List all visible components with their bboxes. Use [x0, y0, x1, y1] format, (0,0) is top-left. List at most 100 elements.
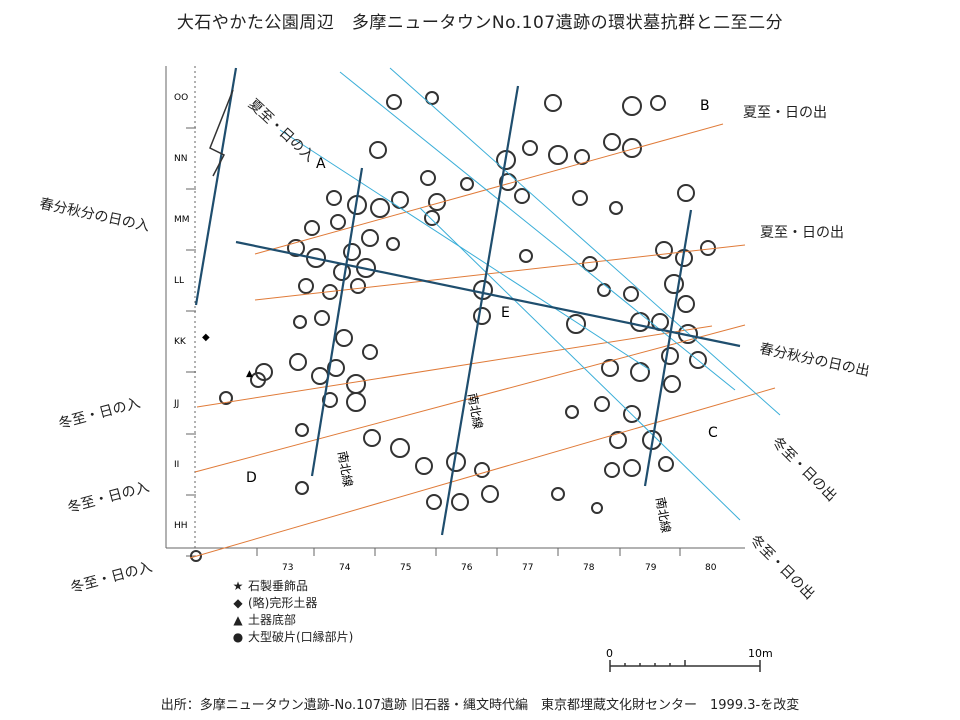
legend-item: ◆ (略)完形土器	[228, 595, 353, 612]
legend-item: ★ 石製垂飾品	[228, 578, 353, 595]
grave-pit	[386, 237, 400, 251]
legend-item: ▲ 土器底部	[228, 612, 353, 629]
area-label-c: C	[708, 425, 718, 441]
grave-pit-clusters	[190, 91, 716, 562]
grave-pit	[689, 351, 707, 369]
grave-pit	[522, 140, 538, 156]
grave-pit	[370, 198, 390, 218]
grave-pit	[424, 210, 440, 226]
grave-pit	[293, 315, 307, 329]
col-label: 79	[645, 563, 657, 573]
grave-pit	[655, 241, 673, 259]
grave-pit	[363, 429, 381, 447]
grave-pit	[664, 274, 684, 294]
grave-pit	[677, 295, 695, 313]
grave-pit	[426, 494, 442, 510]
grave-pit	[548, 145, 568, 165]
grave-pit	[591, 502, 603, 514]
grave-pit	[346, 374, 366, 394]
grave-pit	[609, 201, 623, 215]
grave-pit	[566, 314, 586, 334]
grave-pit	[630, 312, 650, 332]
grave-pit	[219, 391, 233, 405]
diamond-marker-icon: ◆	[202, 332, 210, 343]
page-title: 大石やかた公園周辺 多摩ニュータウンNo.107遺跡の環状墓抗群と二至二分	[176, 13, 784, 33]
grave-pit	[190, 550, 202, 562]
grave-pit	[663, 375, 681, 393]
grave-pit	[677, 184, 695, 202]
north-south-label-2: 南北線	[465, 392, 486, 430]
grave-pit	[250, 372, 266, 388]
grave-pit	[544, 94, 562, 112]
legend-label: 土器底部	[248, 613, 297, 627]
triangle-icon: ▲	[233, 613, 243, 627]
grid-frame	[165, 66, 745, 549]
row-ticks: OO NN MM LL KK JJ II HH	[173, 93, 196, 557]
grave-pit	[306, 248, 326, 268]
grave-pit	[295, 423, 309, 437]
grave-pit	[326, 190, 342, 206]
grave-pit	[565, 405, 579, 419]
grave-pit	[574, 149, 590, 165]
col-label: 78	[583, 563, 595, 573]
grave-pit	[289, 353, 307, 371]
grave-pit	[551, 487, 565, 501]
grave-pit	[623, 286, 639, 302]
grave-pit	[425, 91, 439, 105]
grave-pit	[603, 133, 621, 151]
col-label: 76	[461, 563, 473, 573]
winter-sunrise-lines	[279, 67, 781, 521]
row-label: LL	[174, 276, 184, 286]
grave-pit	[474, 462, 490, 478]
area-label-d: D	[246, 470, 257, 486]
grave-pit	[661, 347, 679, 365]
north-arrow-icon	[209, 89, 234, 177]
row-label: NN	[174, 154, 187, 164]
grave-pit	[343, 243, 361, 261]
grave-pit	[622, 96, 642, 116]
grave-pit	[650, 95, 666, 111]
grave-pit	[314, 310, 330, 326]
col-label: 74	[339, 563, 351, 573]
grave-pit	[322, 392, 338, 408]
triangle-marker-icon: ▲	[246, 369, 253, 379]
grave-pit	[386, 94, 402, 110]
grave-pit	[658, 456, 674, 472]
legend: ★ 石製垂飾品 ◆ (略)完形土器 ▲ 土器底部 ● 大型破片(口縁部片)	[228, 578, 354, 646]
col-label: 75	[400, 563, 411, 573]
area-label-a: A	[316, 156, 326, 172]
row-label: MM	[174, 215, 190, 225]
area-label-b: B	[700, 98, 710, 114]
grave-pit	[623, 405, 641, 423]
row-label: II	[174, 460, 179, 470]
row-label: KK	[174, 337, 187, 347]
grave-pit	[327, 359, 345, 377]
legend-item: ● 大型破片(口縁部片)	[228, 629, 354, 646]
grave-pit	[304, 220, 320, 236]
grave-pit	[362, 344, 378, 360]
grave-pit	[298, 278, 314, 294]
grave-pit	[597, 283, 611, 297]
grave-pit	[481, 485, 499, 503]
grave-pit	[330, 214, 346, 230]
grave-pit	[311, 367, 329, 385]
grave-pit	[391, 191, 409, 209]
grave-pit	[460, 177, 474, 191]
grave-pit	[390, 438, 410, 458]
dot-icon: ●	[232, 630, 244, 644]
label-summer-sunrise-1: 夏至・日の出	[743, 105, 827, 121]
row-label: HH	[174, 521, 188, 531]
grave-pit	[604, 462, 620, 478]
grave-pit	[369, 141, 387, 159]
col-label: 73	[282, 563, 293, 573]
grave-pit	[428, 193, 446, 211]
grave-pit	[346, 392, 366, 412]
grave-pit	[609, 431, 627, 449]
grave-pit	[473, 307, 491, 325]
row-label: JJ	[173, 399, 179, 409]
north-south-label-1: 南北線	[335, 450, 356, 488]
source-caption: 出所：多摩ニュータウン遺跡-No.107遺跡 旧石器・縄文時代編 東京都埋蔵文化…	[160, 698, 800, 713]
grave-pit	[335, 329, 353, 347]
grave-pit	[572, 190, 588, 206]
area-label-e: E	[501, 305, 510, 321]
